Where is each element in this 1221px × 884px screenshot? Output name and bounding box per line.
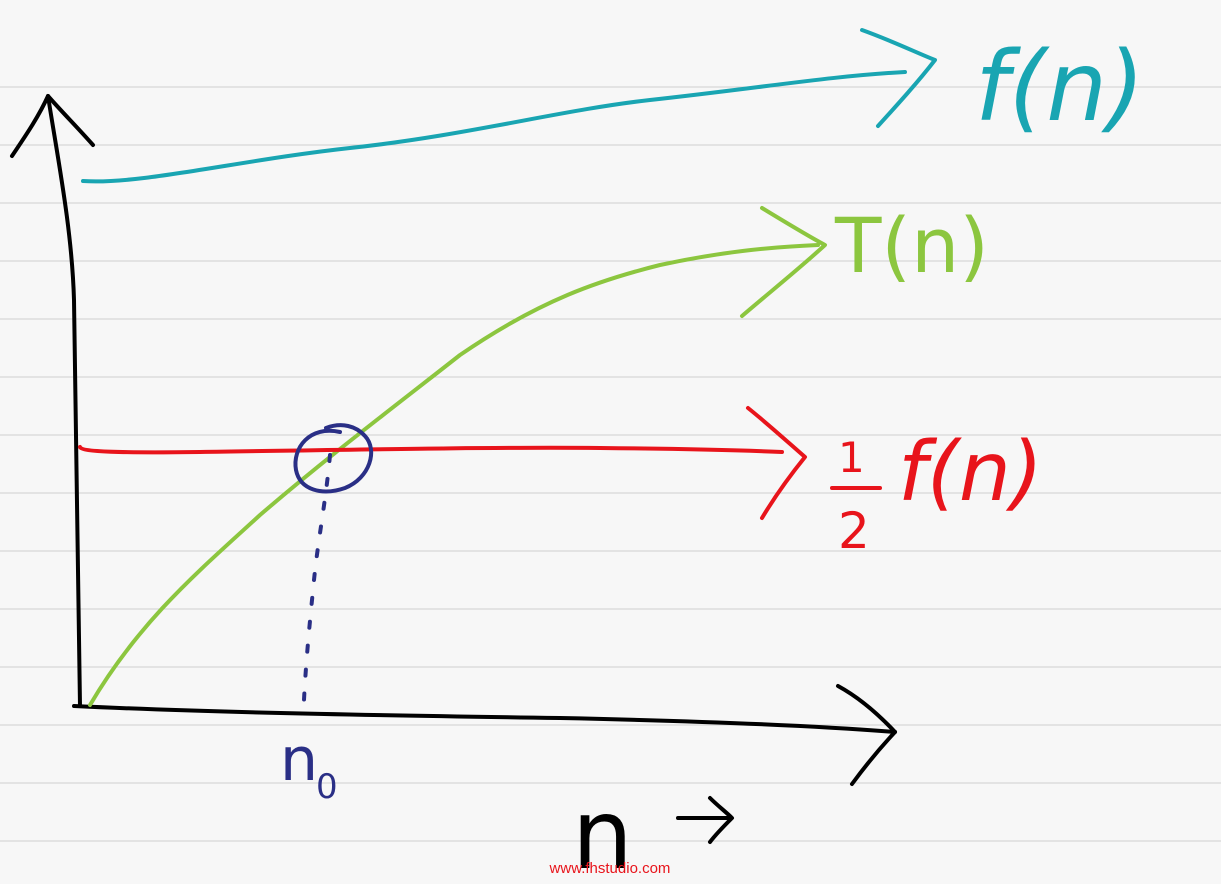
fraction-numerator: 1 (838, 433, 865, 482)
y-axis-line (46, 94, 82, 708)
half-f-curve-arrowhead (746, 406, 807, 520)
y-axis (10, 94, 95, 708)
watermark: www.fhstudio.com (549, 860, 671, 877)
half-f-curve-label: 1 2 f(n) (830, 425, 1043, 560)
x-axis-label-text: n (572, 779, 633, 884)
half-f-label-text: f(n) (898, 425, 1043, 520)
half-f-curve (78, 406, 807, 520)
x-axis-line (72, 704, 897, 734)
t-curve-arrowhead (740, 206, 827, 318)
fraction-denominator: 2 (838, 502, 870, 560)
f-curve (81, 28, 937, 184)
x-axis (72, 684, 897, 786)
intersection-circle (293, 423, 374, 494)
n0-label: n 0 (280, 725, 338, 807)
f-curve-arrowhead (860, 28, 937, 128)
x-axis-arrowhead (836, 684, 897, 786)
x-axis-label-arrow (676, 796, 734, 844)
half-f-curve-line (78, 445, 784, 455)
t-curve-label: T(n) (834, 201, 989, 290)
n0-label-main: n (280, 725, 318, 795)
t-curve-line (88, 243, 820, 707)
f-curve-label: f(n) (975, 31, 1145, 143)
dotted-drop-line (302, 453, 332, 702)
t-curve (88, 206, 827, 707)
n0-marker (293, 423, 374, 702)
y-axis-arrowhead (10, 94, 95, 158)
x-axis-label: n (572, 779, 734, 884)
ruled-lines (0, 86, 1221, 842)
n0-label-subscript: 0 (316, 767, 338, 807)
f-curve-line (81, 70, 907, 184)
